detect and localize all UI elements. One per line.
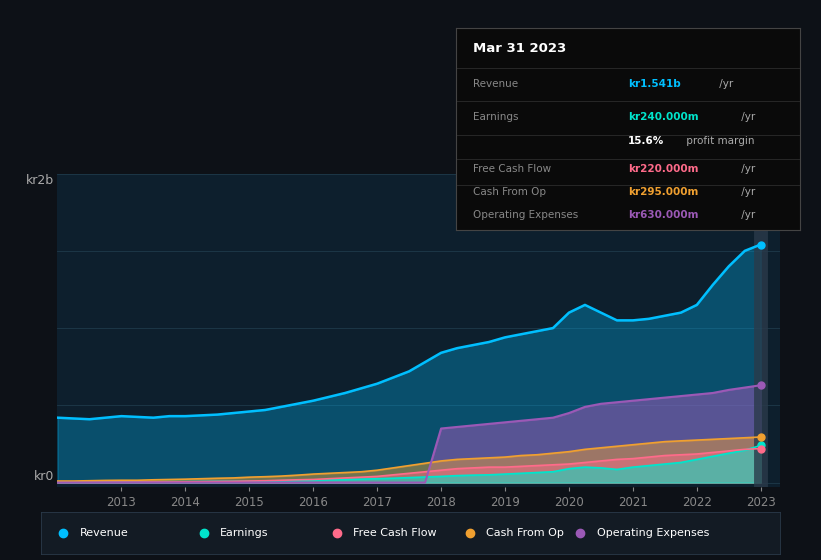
Text: Revenue: Revenue <box>80 529 128 538</box>
Text: Earnings: Earnings <box>473 111 518 122</box>
Text: /yr: /yr <box>738 187 755 197</box>
Text: /yr: /yr <box>738 111 755 122</box>
Text: Operating Expenses: Operating Expenses <box>597 529 709 538</box>
Text: kr0: kr0 <box>34 470 54 483</box>
Text: Free Cash Flow: Free Cash Flow <box>353 529 437 538</box>
Text: Free Cash Flow: Free Cash Flow <box>473 164 551 174</box>
Text: kr1.541b: kr1.541b <box>628 80 681 90</box>
Text: Revenue: Revenue <box>473 80 518 90</box>
Text: Cash From Op: Cash From Op <box>473 187 546 197</box>
Text: Earnings: Earnings <box>220 529 268 538</box>
Text: kr220.000m: kr220.000m <box>628 164 699 174</box>
Text: Operating Expenses: Operating Expenses <box>473 211 578 221</box>
Text: Mar 31 2023: Mar 31 2023 <box>473 42 566 55</box>
Text: /yr: /yr <box>738 164 755 174</box>
Text: kr2b: kr2b <box>25 174 54 186</box>
Text: Cash From Op: Cash From Op <box>486 529 564 538</box>
Text: kr295.000m: kr295.000m <box>628 187 699 197</box>
Text: profit margin: profit margin <box>683 136 754 146</box>
Text: kr240.000m: kr240.000m <box>628 111 699 122</box>
Text: /yr: /yr <box>717 80 734 90</box>
Text: /yr: /yr <box>738 211 755 221</box>
Text: 15.6%: 15.6% <box>628 136 664 146</box>
Text: kr630.000m: kr630.000m <box>628 211 699 221</box>
